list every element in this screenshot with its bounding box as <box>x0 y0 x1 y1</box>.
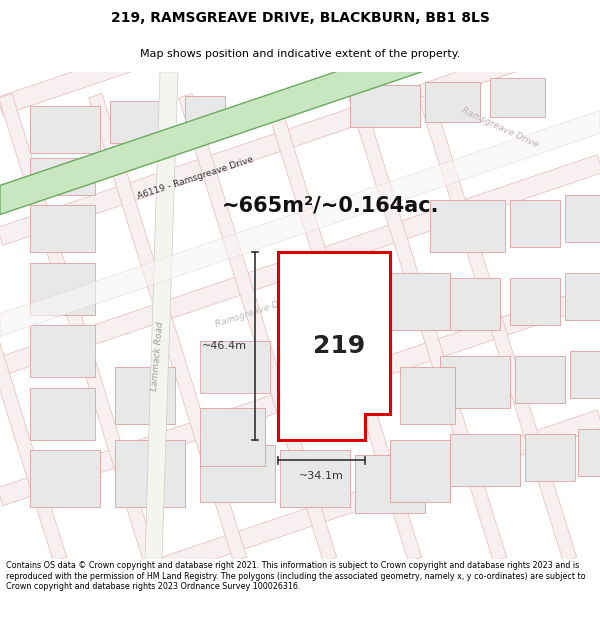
Polygon shape <box>30 205 95 252</box>
Polygon shape <box>200 445 275 502</box>
Polygon shape <box>145 72 178 559</box>
Polygon shape <box>0 285 600 506</box>
Polygon shape <box>570 351 600 398</box>
Text: ~46.4m: ~46.4m <box>202 341 247 351</box>
Text: 219, RAMSGREAVE DRIVE, BLACKBURN, BB1 8LS: 219, RAMSGREAVE DRIVE, BLACKBURN, BB1 8L… <box>110 11 490 25</box>
Text: ~665m²/~0.164ac.: ~665m²/~0.164ac. <box>221 195 439 215</box>
Polygon shape <box>30 262 95 314</box>
Polygon shape <box>30 388 95 439</box>
Polygon shape <box>350 86 420 127</box>
Polygon shape <box>419 94 577 562</box>
Polygon shape <box>430 200 505 252</box>
Polygon shape <box>30 325 95 377</box>
Polygon shape <box>515 356 565 403</box>
Polygon shape <box>0 94 157 562</box>
Polygon shape <box>390 273 450 330</box>
Polygon shape <box>565 273 600 320</box>
Polygon shape <box>185 96 225 132</box>
Text: ~34.1m: ~34.1m <box>299 471 344 481</box>
Polygon shape <box>430 278 500 330</box>
Text: Ramsgreave Drive: Ramsgreave Drive <box>460 106 540 149</box>
Text: A6119 - Ramsgreave Drive: A6119 - Ramsgreave Drive <box>136 155 254 201</box>
Polygon shape <box>390 439 450 502</box>
Polygon shape <box>0 154 600 376</box>
Text: Contains OS data © Crown copyright and database right 2021. This information is : Contains OS data © Crown copyright and d… <box>6 561 586 591</box>
Polygon shape <box>280 450 350 508</box>
Polygon shape <box>0 24 600 246</box>
Polygon shape <box>179 94 337 562</box>
Polygon shape <box>200 408 265 466</box>
Polygon shape <box>450 434 520 486</box>
Polygon shape <box>440 356 510 408</box>
Text: 219: 219 <box>313 334 365 358</box>
Polygon shape <box>0 94 67 562</box>
Polygon shape <box>510 278 560 325</box>
Polygon shape <box>565 195 600 242</box>
Polygon shape <box>525 434 575 481</box>
Polygon shape <box>400 367 455 424</box>
Polygon shape <box>30 450 100 508</box>
Polygon shape <box>115 439 185 508</box>
Polygon shape <box>30 106 100 153</box>
Polygon shape <box>89 94 247 562</box>
Text: Ramsgreave Drive: Ramsgreave Drive <box>214 294 296 329</box>
Polygon shape <box>490 78 545 117</box>
Polygon shape <box>110 101 175 142</box>
Polygon shape <box>578 429 600 476</box>
Polygon shape <box>115 367 175 424</box>
Polygon shape <box>0 0 600 115</box>
Polygon shape <box>200 341 270 392</box>
Polygon shape <box>0 410 600 625</box>
Text: Map shows position and indicative extent of the property.: Map shows position and indicative extent… <box>140 49 460 59</box>
Polygon shape <box>510 200 560 247</box>
Polygon shape <box>278 252 390 439</box>
Polygon shape <box>355 455 425 512</box>
Polygon shape <box>425 82 480 122</box>
Polygon shape <box>349 94 506 562</box>
Polygon shape <box>30 158 95 195</box>
Polygon shape <box>0 111 600 336</box>
Text: Lammack Road: Lammack Road <box>151 321 166 391</box>
Polygon shape <box>0 0 600 214</box>
Polygon shape <box>264 94 422 562</box>
